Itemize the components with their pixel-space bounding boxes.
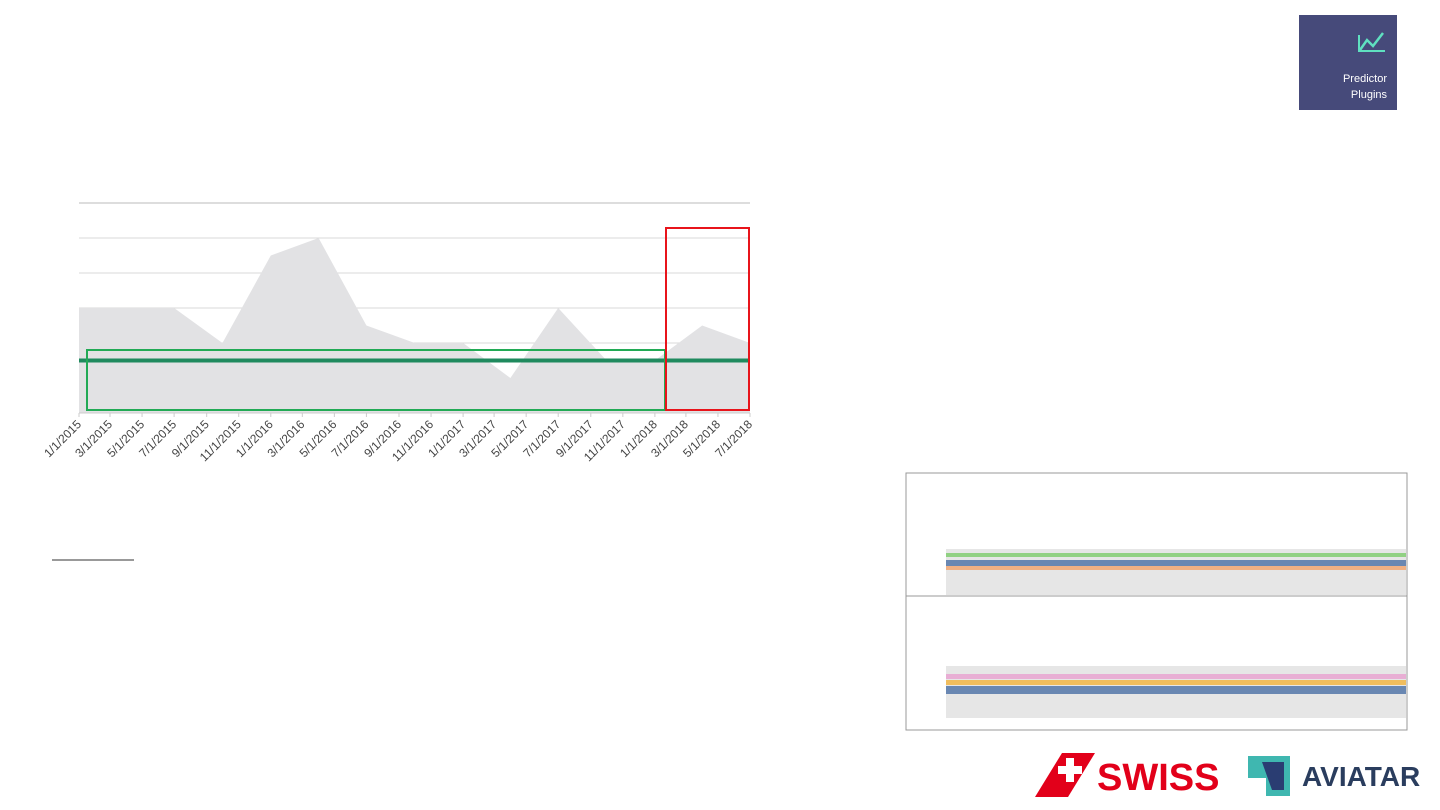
button-icon-axis (1358, 35, 1385, 52)
aviatar-text: AVIATAR (1302, 761, 1420, 792)
swiss-logo: SWISS (1035, 753, 1219, 799)
swiss-text: SWISS (1097, 757, 1219, 799)
highlight-box (665, 227, 750, 411)
chart: 1/1/20153/1/20155/1/20157/1/20159/1/2015… (41, 202, 755, 464)
button-label: Plugins (1351, 89, 1388, 101)
button-icon (1358, 32, 1384, 51)
area (79, 238, 750, 413)
button-label: Predictor (1343, 73, 1387, 85)
scatter-image (905, 472, 1408, 731)
predictor-button[interactable] (1299, 15, 1397, 110)
aviatar-logo: AVIATAR (1248, 756, 1420, 796)
